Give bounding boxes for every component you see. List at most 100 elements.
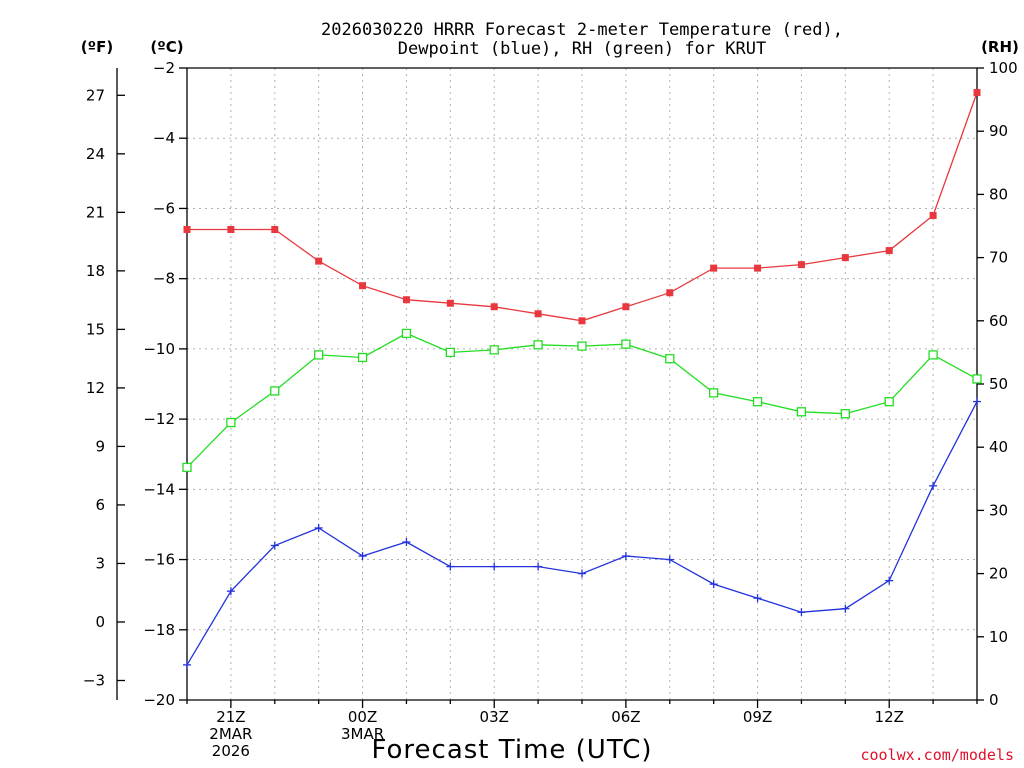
- data-point: [929, 211, 937, 219]
- rh-tick-label: 60: [989, 312, 1008, 330]
- celsius-tick-label: −2: [153, 59, 175, 77]
- data-point: [226, 587, 235, 596]
- data-point: [358, 552, 367, 561]
- data-point: [357, 352, 368, 363]
- data-point: [402, 296, 410, 304]
- rh-tick-label: 20: [989, 565, 1008, 583]
- fahrenheit-tick-label: 0: [95, 613, 105, 631]
- fahrenheit-tick-label: 24: [86, 145, 105, 163]
- data-point: [577, 341, 587, 351]
- celsius-tick-label: −20: [143, 691, 175, 709]
- data-point: [973, 397, 981, 406]
- data-point: [445, 347, 455, 358]
- fahrenheit-axis: 27 24 21 18 15 12 9 6 3 0 −3: [83, 86, 125, 689]
- data-point: [840, 409, 850, 419]
- series-2-meter-temperature: [183, 89, 981, 325]
- celsius-tick-label: −18: [143, 621, 175, 639]
- data-point: [621, 552, 630, 561]
- celsius-unit-label: (ºC): [150, 38, 183, 56]
- grid-lines: [187, 68, 977, 700]
- data-point: [841, 254, 849, 262]
- rh-tick-label: 70: [989, 249, 1008, 267]
- series-relative-humidity: [182, 328, 982, 473]
- data-series: [182, 89, 982, 669]
- data-point: [534, 310, 542, 318]
- time-tick-label: 06Z: [611, 708, 640, 726]
- data-point: [270, 541, 279, 550]
- data-point: [752, 397, 763, 407]
- data-point: [226, 417, 236, 428]
- x-axis-label: Forecast Time (UTC): [371, 735, 652, 765]
- data-point: [489, 345, 499, 355]
- fahrenheit-tick-label: 27: [86, 86, 105, 104]
- chart-title-line-2: Dewpoint (blue), RH (green) for KRUT: [398, 39, 766, 59]
- data-point: [314, 523, 323, 532]
- data-point: [754, 264, 762, 272]
- rh-tick-label: 0: [989, 691, 999, 709]
- rh-tick-label: 50: [989, 375, 1008, 393]
- fahrenheit-unit-label: (ºF): [81, 38, 113, 56]
- celsius-tick-label: −4: [153, 129, 175, 147]
- time-tick-label: 00Z: [348, 708, 377, 726]
- data-point: [446, 562, 455, 571]
- fahrenheit-tick-label: 3: [95, 554, 105, 572]
- data-point: [797, 261, 805, 269]
- celsius-tick-label: −8: [153, 270, 175, 288]
- data-point: [929, 481, 938, 490]
- data-point: [885, 247, 893, 255]
- axes: [116, 67, 978, 701]
- rh-tick-label: 90: [989, 122, 1008, 140]
- celsius-tick-label: −6: [153, 199, 175, 217]
- rh-axis: 0 10 20 30 40 50 60 70 80 90 100: [977, 59, 1018, 709]
- data-point: [270, 386, 280, 396]
- rh-tick-label: 100: [989, 59, 1018, 77]
- data-point: [710, 264, 718, 272]
- time-tick-label: 09Z: [743, 708, 772, 726]
- fahrenheit-tick-label: 9: [95, 437, 105, 455]
- data-point: [533, 340, 543, 350]
- data-point: [401, 328, 412, 339]
- data-point: [359, 282, 367, 290]
- rh-tick-label: 40: [989, 438, 1008, 456]
- data-point: [972, 374, 982, 384]
- data-point: [841, 604, 850, 613]
- data-point: [183, 226, 191, 234]
- chart-title-line-1: 2026030220 HRRR Forecast 2-meter Tempera…: [321, 20, 843, 40]
- data-point: [183, 660, 191, 669]
- fahrenheit-tick-label: 18: [86, 262, 105, 280]
- fahrenheit-tick-label: 12: [86, 379, 105, 397]
- data-point: [666, 289, 674, 297]
- rh-unit-label: (RH): [981, 38, 1019, 56]
- data-point: [402, 538, 411, 546]
- data-point: [709, 580, 718, 589]
- data-point: [182, 462, 192, 473]
- celsius-tick-label: −16: [143, 551, 175, 569]
- data-point: [578, 317, 586, 325]
- data-point: [973, 89, 981, 97]
- time-tick-label: 03Z: [480, 708, 509, 726]
- data-point: [490, 303, 498, 311]
- celsius-axis: −2 −4 −6 −8 −10 −12 −14 −16 −18 −20: [143, 59, 187, 709]
- time-tick-label: 12Z: [875, 708, 904, 726]
- series-dewpoint: [183, 397, 981, 669]
- fahrenheit-tick-label: 6: [95, 496, 105, 514]
- rh-tick-label: 10: [989, 628, 1008, 646]
- data-point: [797, 608, 806, 617]
- data-point: [622, 303, 630, 311]
- celsius-tick-label: −12: [143, 410, 175, 428]
- fahrenheit-tick-label: 15: [86, 320, 105, 338]
- data-point: [578, 569, 586, 578]
- celsius-tick-label: −14: [143, 480, 175, 498]
- data-point: [315, 257, 323, 265]
- rh-tick-label: 30: [989, 501, 1008, 519]
- time-tick-label: 2026: [212, 742, 250, 760]
- credit-text: coolwx.com/models: [860, 746, 1014, 764]
- fahrenheit-tick-label: −3: [83, 671, 105, 689]
- data-point: [534, 562, 543, 571]
- data-point: [796, 407, 807, 417]
- fahrenheit-tick-label: 21: [86, 203, 105, 221]
- data-point: [753, 594, 762, 603]
- data-point: [271, 226, 279, 234]
